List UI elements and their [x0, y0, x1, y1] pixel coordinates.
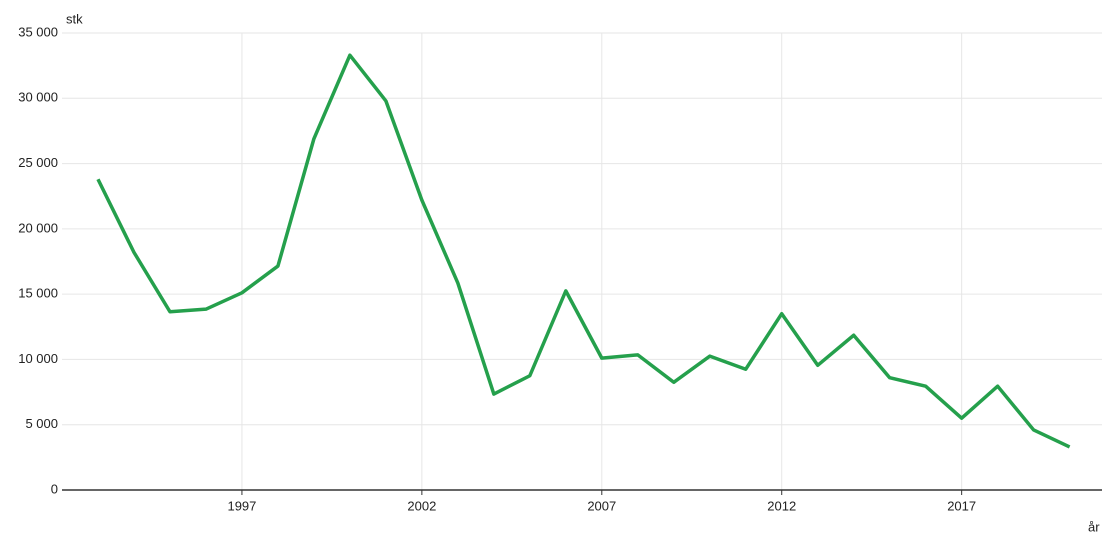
x-tick-label: 2017: [947, 498, 976, 513]
y-tick-label: 15 000: [18, 286, 58, 301]
y-axis-label: stk: [66, 11, 83, 26]
y-tick-label: 25 000: [18, 155, 58, 170]
x-tick-label: 2012: [767, 498, 796, 513]
y-tick-label: 30 000: [18, 90, 58, 105]
x-tick-label: 1997: [227, 498, 256, 513]
x-tick-label: 2002: [407, 498, 436, 513]
y-tick-label: 10 000: [18, 351, 58, 366]
x-axis-label: år: [1088, 519, 1100, 534]
y-tick-label: 20 000: [18, 220, 58, 235]
y-tick-label: 0: [51, 481, 58, 496]
y-tick-label: 35 000: [18, 24, 58, 39]
x-tick-label: 2007: [587, 498, 616, 513]
y-tick-label: 5 000: [25, 416, 58, 431]
data-line: [96, 53, 1071, 449]
